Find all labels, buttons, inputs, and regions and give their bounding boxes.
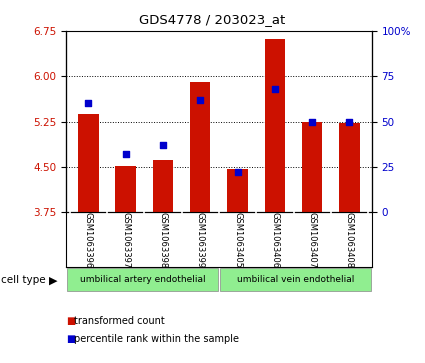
Point — [272, 86, 278, 92]
Text: GSM1063406: GSM1063406 — [270, 212, 279, 268]
Point — [85, 101, 92, 106]
Point — [234, 170, 241, 175]
Text: percentile rank within the sample: percentile rank within the sample — [74, 334, 239, 344]
Text: umbilical vein endothelial: umbilical vein endothelial — [237, 275, 354, 284]
Text: cell type: cell type — [1, 275, 45, 285]
Bar — [153, 160, 173, 212]
Text: GDS4778 / 203023_at: GDS4778 / 203023_at — [139, 13, 286, 26]
Text: ■: ■ — [66, 334, 75, 344]
Bar — [220, 268, 371, 291]
Text: GSM1063407: GSM1063407 — [308, 212, 317, 268]
Text: ▶: ▶ — [49, 275, 57, 285]
Bar — [227, 169, 248, 212]
Bar — [302, 122, 323, 212]
Text: GSM1063398: GSM1063398 — [159, 212, 167, 269]
Point — [197, 97, 204, 103]
Text: GSM1063408: GSM1063408 — [345, 212, 354, 268]
Bar — [265, 39, 285, 212]
Text: transformed count: transformed count — [74, 316, 165, 326]
Bar — [67, 268, 218, 291]
Point — [309, 119, 316, 125]
Point — [346, 119, 353, 125]
Bar — [115, 166, 136, 212]
Text: ■: ■ — [66, 316, 75, 326]
Text: GSM1063397: GSM1063397 — [121, 212, 130, 269]
Bar — [190, 82, 210, 212]
Text: GSM1063405: GSM1063405 — [233, 212, 242, 268]
Point — [122, 151, 129, 157]
Text: GSM1063399: GSM1063399 — [196, 212, 205, 268]
Bar — [78, 114, 99, 212]
Text: umbilical artery endothelial: umbilical artery endothelial — [79, 275, 205, 284]
Text: GSM1063396: GSM1063396 — [84, 212, 93, 269]
Bar — [339, 123, 360, 212]
Point — [159, 142, 166, 148]
